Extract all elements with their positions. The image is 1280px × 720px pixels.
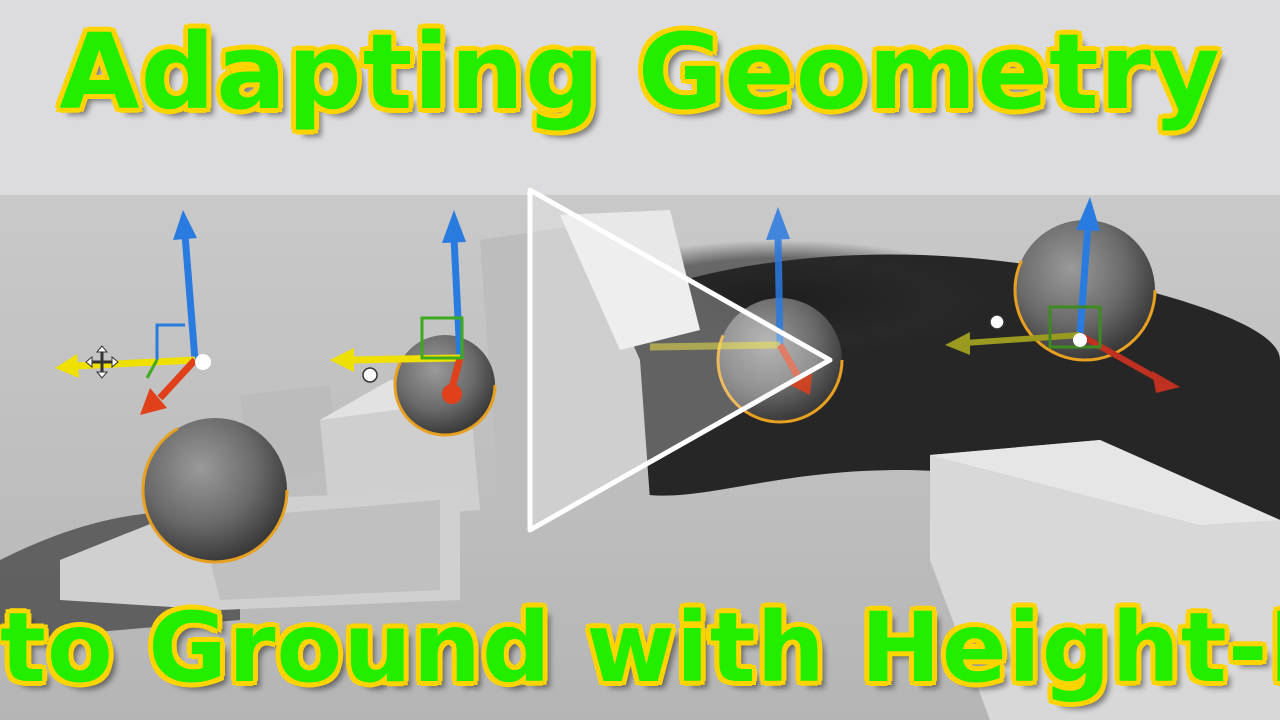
hand-icon bbox=[989, 314, 1005, 330]
title-line-2: to Ground with Height-Map bbox=[0, 591, 1280, 706]
move-cross-icon bbox=[85, 345, 119, 379]
play-icon[interactable] bbox=[520, 180, 840, 540]
sphere-middle bbox=[393, 333, 497, 437]
transform-gizmo-icon bbox=[945, 197, 1180, 393]
transform-gizmo-icon bbox=[330, 210, 466, 404]
transform-gizmo-icon bbox=[55, 210, 211, 415]
sphere-right-middle bbox=[716, 296, 844, 424]
sphere-left bbox=[141, 416, 289, 564]
title-line-1: Adapting Geometry bbox=[58, 11, 1222, 134]
hand-icon bbox=[362, 367, 378, 383]
transform-gizmo-icon bbox=[649, 207, 812, 395]
